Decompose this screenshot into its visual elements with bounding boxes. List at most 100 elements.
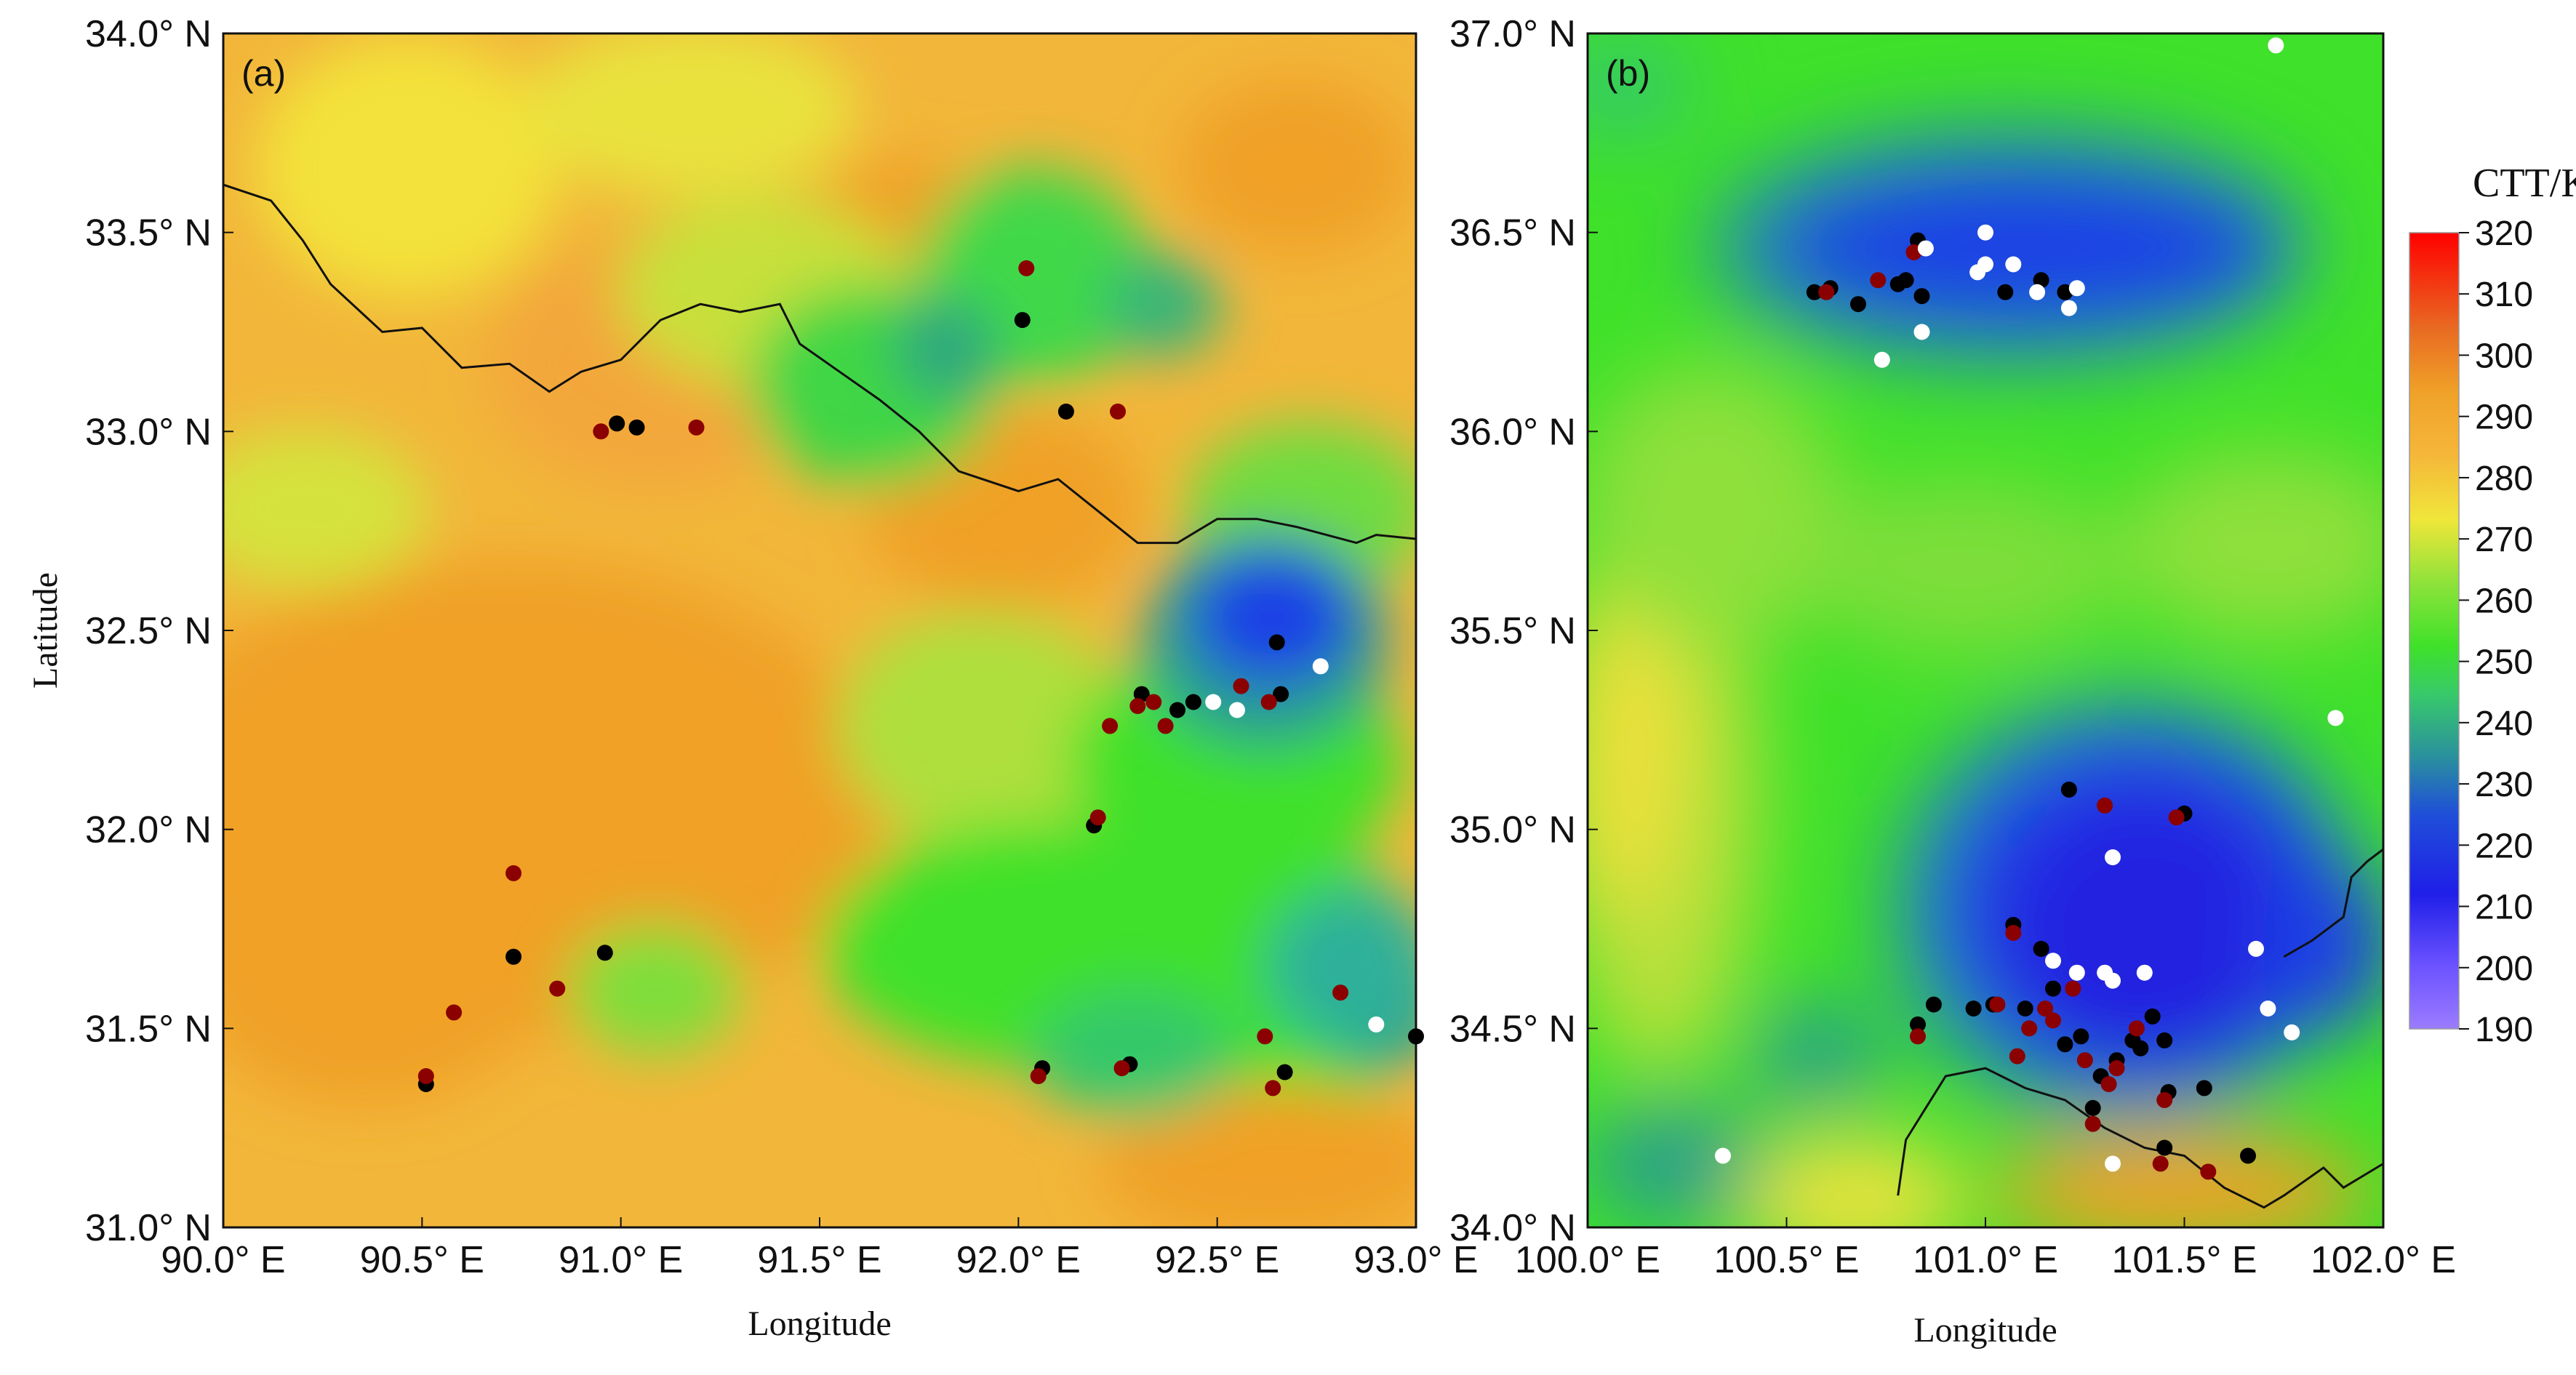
panel-b-points <box>1715 37 2344 1180</box>
point-dark-red <box>2065 980 2081 997</box>
point-dark-red <box>2076 1052 2093 1069</box>
point-black <box>596 945 613 961</box>
point-dark-red <box>2045 1012 2061 1029</box>
colorbar-tick-label: 290 <box>2475 398 2533 437</box>
colorbar-tick-label: 260 <box>2475 582 2533 620</box>
colorbar-tick-label: 320 <box>2475 215 2533 253</box>
point-dark-red <box>1110 404 1126 420</box>
point-white <box>2327 710 2344 726</box>
point-dark-red <box>2128 1020 2145 1037</box>
point-black <box>1965 1001 1982 1017</box>
colorbar-tick-label: 300 <box>2475 337 2533 375</box>
point-white <box>1977 256 1993 273</box>
point-black <box>1169 702 1185 718</box>
point-black <box>1806 284 1823 300</box>
point-white <box>2105 972 2121 989</box>
point-black <box>2073 1028 2089 1045</box>
point-white <box>1917 240 1934 257</box>
point-white <box>2268 37 2284 54</box>
point-dark-red <box>1102 718 1119 734</box>
point-white <box>1312 658 1329 675</box>
colorbar-tick-label: 210 <box>2475 889 2533 927</box>
x-tick-label: 92.5° E <box>1155 1239 1279 1281</box>
point-dark-red <box>1145 694 1162 710</box>
point-black <box>2156 1139 2173 1156</box>
point-black <box>609 415 625 432</box>
panel-a-field <box>223 33 1416 1227</box>
point-black <box>1897 272 1914 289</box>
y-tick-label: 31.0° N <box>85 1207 212 1249</box>
y-tick-label: 37.0° N <box>1449 13 1576 55</box>
point-white <box>1913 324 1930 340</box>
x-tick-label: 101.5° E <box>2111 1239 2257 1281</box>
point-dark-red <box>1265 1080 1281 1097</box>
point-dark-red <box>1018 260 1035 276</box>
y-tick-label: 34.0° N <box>1449 1207 1576 1249</box>
point-dark-red <box>505 865 522 881</box>
panel-b-field <box>1588 33 2383 1227</box>
point-black <box>2156 1032 2173 1049</box>
y-tick-label: 32.5° N <box>85 610 212 652</box>
point-black <box>2144 1008 2161 1025</box>
point-black <box>1273 686 1289 702</box>
y-tick-label: 31.5° N <box>85 1008 212 1050</box>
x-tick-label: 100.0° E <box>1515 1239 1660 1281</box>
point-dark-red <box>688 419 705 436</box>
point-black <box>1910 1016 1926 1033</box>
y-tick-label: 33.0° N <box>85 411 212 453</box>
point-black <box>2060 781 2077 798</box>
y-tick-label: 35.5° N <box>1449 610 1576 652</box>
colorbar-tick-label: 240 <box>2475 705 2533 743</box>
colorbar-tick-label: 270 <box>2475 521 2533 559</box>
point-dark-red <box>2156 1091 2173 1108</box>
panel-a: (a) Longitude Latitude 90.0° E 90.5° E 91.… <box>26 13 1479 1343</box>
x-tick-label: 102.0° E <box>2311 1239 2456 1281</box>
panel-a-ticks: 90.0° E 90.5° E 91.0° E 91.5° E 92.0° E 92.5°… <box>85 13 1479 1281</box>
panel-b-label: (b) <box>1606 53 1650 94</box>
colorbar-tick-label: 280 <box>2475 460 2533 498</box>
point-white <box>2060 300 2077 316</box>
colorbar-tick-label: 250 <box>2475 644 2533 682</box>
point-dark-red <box>1260 694 1277 710</box>
y-tick-label: 36.0° N <box>1449 411 1576 453</box>
point-black <box>1268 634 1285 651</box>
point-black <box>1057 404 1074 420</box>
point-white <box>1873 351 1890 368</box>
y-tick-label: 32.0° N <box>85 809 212 851</box>
point-dark-red <box>1818 284 1835 300</box>
colorbar-title: CTT/K <box>2473 161 2576 206</box>
point-dark-red <box>1257 1028 1273 1045</box>
x-tick-label: 100.5° E <box>1713 1239 1859 1281</box>
colorbar: CTT/K 190 200 210 220 230 240 250 260 270 280 290 3… <box>2409 161 2576 1049</box>
point-dark-red <box>1989 996 2006 1013</box>
point-dark-red <box>1030 1068 1047 1084</box>
point-black <box>2045 980 2061 997</box>
point-black <box>1408 1028 1424 1045</box>
point-white <box>1229 702 1245 718</box>
point-dark-red <box>1089 809 1106 826</box>
point-black <box>1014 312 1031 329</box>
point-dark-red <box>1157 718 1174 734</box>
x-tick-label: 93.0° E <box>1353 1239 1478 1281</box>
colorbar-ticks: 190 200 210 220 230 240 250 260 270 280 290 300 310 3… <box>2459 215 2533 1049</box>
point-dark-red <box>2037 1001 2054 1017</box>
x-tick-label: 101.0° E <box>1913 1239 2058 1281</box>
point-dark-red <box>2005 925 2022 941</box>
point-black <box>2132 1040 2149 1057</box>
point-black <box>2017 1001 2033 1017</box>
point-white <box>2005 256 2022 273</box>
point-white <box>1715 1147 1731 1164</box>
point-black <box>1276 1064 1293 1081</box>
x-tick-label: 91.5° E <box>757 1239 881 1281</box>
point-black <box>2240 1147 2256 1164</box>
point-dark-red <box>1129 698 1146 714</box>
colorbar-tick-label: 190 <box>2475 1011 2533 1049</box>
x-tick-label: 91.0° E <box>559 1239 683 1281</box>
point-dark-red <box>2021 1020 2038 1037</box>
point-black <box>2033 940 2049 957</box>
point-black <box>2196 1080 2212 1097</box>
point-dark-red <box>593 423 609 440</box>
point-white <box>2045 953 2061 969</box>
panel-a-xlabel: Longitude <box>748 1304 891 1343</box>
